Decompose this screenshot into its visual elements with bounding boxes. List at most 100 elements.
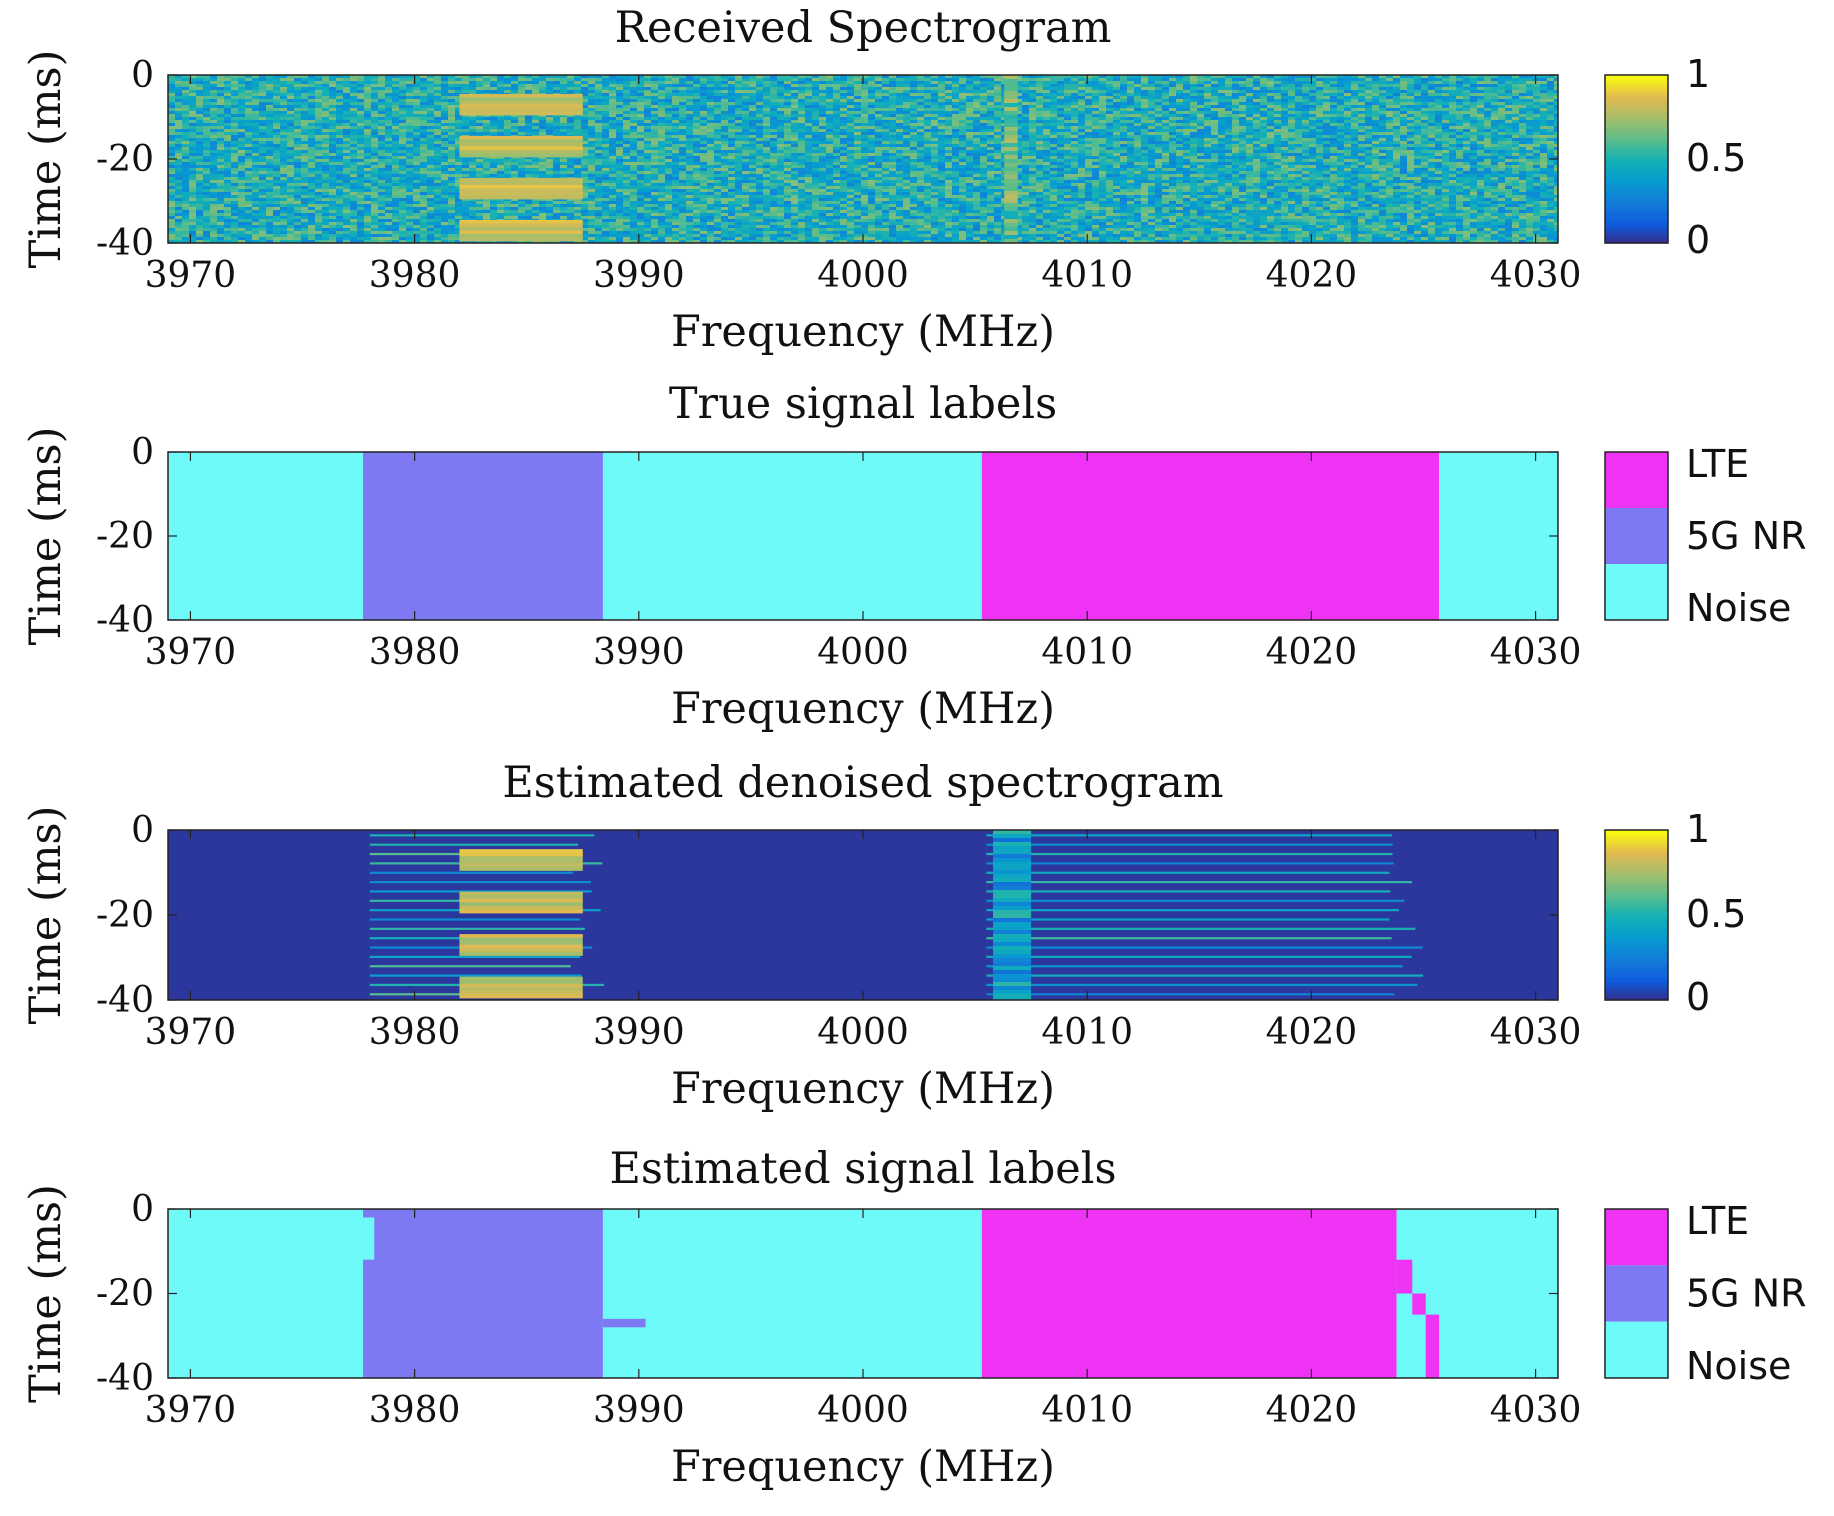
heatmap-cell <box>259 147 266 150</box>
heatmap-cell <box>714 105 721 108</box>
heatmap-cell <box>966 90 973 93</box>
heatmap-cell <box>1554 120 1558 123</box>
heatmap-cell <box>1393 108 1400 111</box>
heatmap-cell <box>868 114 875 117</box>
heatmap-cell <box>889 75 896 78</box>
heatmap-cell <box>882 108 889 111</box>
heatmap-cell <box>1435 90 1442 93</box>
heatmap-cell <box>917 126 924 129</box>
heatmap-cell <box>1435 108 1442 111</box>
heatmap-cell <box>217 102 224 105</box>
heatmap-cell <box>182 132 189 135</box>
heatmap-cell <box>448 117 455 120</box>
heatmap-cell <box>1274 141 1281 144</box>
heatmap-cell <box>301 96 308 99</box>
heatmap-cell <box>1372 132 1379 135</box>
heatmap-cell <box>357 108 364 111</box>
heatmap-cell <box>1372 108 1379 111</box>
heatmap-cell <box>392 126 399 129</box>
heatmap-cell <box>1414 132 1421 135</box>
heatmap-cell <box>441 129 448 132</box>
heatmap-cell <box>525 81 532 84</box>
heatmap-cell <box>896 102 903 105</box>
heatmap-cell <box>1470 90 1477 93</box>
heatmap-cell <box>511 117 518 120</box>
heatmap-cell <box>1421 96 1428 99</box>
heatmap-cell <box>385 135 392 138</box>
heatmap-cell <box>196 111 203 114</box>
heatmap-cell <box>1134 75 1141 78</box>
heatmap-cell <box>266 117 273 120</box>
heatmap-cell <box>637 96 644 99</box>
heatmap-cell <box>693 78 700 81</box>
heatmap-cell <box>1442 105 1449 108</box>
heatmap-cell <box>1498 126 1505 129</box>
heatmap-cell <box>1526 138 1533 141</box>
heatmap-cell <box>889 120 896 123</box>
heatmap-cell <box>182 99 189 102</box>
heatmap-cell <box>1498 81 1505 84</box>
heatmap-cell <box>1421 105 1428 108</box>
heatmap-cell <box>1057 144 1064 147</box>
heatmap-cell <box>1526 87 1533 90</box>
heatmap-cell <box>1519 96 1526 99</box>
heatmap-cell <box>1267 93 1274 96</box>
heatmap-cell <box>756 144 763 147</box>
heatmap-cell <box>812 96 819 99</box>
heatmap-cell <box>259 84 266 87</box>
heatmap-cell <box>448 81 455 84</box>
heatmap-cell <box>1323 141 1330 144</box>
heatmap-cell <box>203 129 210 132</box>
heatmap-cell <box>1547 114 1554 117</box>
heatmap-cell <box>742 81 749 84</box>
heatmap-cell <box>210 126 217 129</box>
heatmap-cell <box>336 132 343 135</box>
heatmap-cell <box>630 126 637 129</box>
heatmap-cell <box>1400 81 1407 84</box>
heatmap-cell <box>329 147 336 150</box>
heatmap-cell <box>1491 144 1498 147</box>
heatmap-cell <box>840 138 847 141</box>
heatmap-cell <box>259 135 266 138</box>
heatmap-cell <box>1141 117 1148 120</box>
heatmap-cell <box>973 135 980 138</box>
heatmap-cell <box>1386 102 1393 105</box>
heatmap-cell <box>1533 102 1540 105</box>
heatmap-cell <box>1288 138 1295 141</box>
heatmap-cell <box>987 111 994 114</box>
heatmap-cell <box>1463 108 1470 111</box>
heatmap-cell <box>1393 147 1400 150</box>
heatmap-cell <box>301 129 308 132</box>
heatmap-cell <box>1449 108 1456 111</box>
heatmap-cell <box>1211 123 1218 126</box>
heatmap-cell <box>1106 90 1113 93</box>
heatmap-cell <box>231 132 238 135</box>
heatmap-cell <box>805 96 812 99</box>
heatmap-cell <box>1085 126 1092 129</box>
heatmap-cell <box>1344 126 1351 129</box>
heatmap-cell <box>1043 144 1050 147</box>
heatmap-cell <box>420 141 427 144</box>
heatmap-cell <box>609 81 616 84</box>
heatmap-cell <box>1204 111 1211 114</box>
heatmap-cell <box>1547 108 1554 111</box>
heatmap-cell <box>910 120 917 123</box>
heatmap-cell <box>1400 99 1407 102</box>
heatmap-cell <box>924 75 931 78</box>
heatmap-cell <box>707 93 714 96</box>
heatmap-cell <box>1386 135 1393 138</box>
heatmap-cell <box>553 126 560 129</box>
heatmap-cell <box>1057 111 1064 114</box>
heatmap-cell <box>1057 90 1064 93</box>
heatmap-cell <box>245 96 252 99</box>
heatmap-cell <box>854 84 861 87</box>
heatmap-cell <box>1435 105 1442 108</box>
heatmap-cell <box>224 144 231 147</box>
heatmap-cell <box>420 138 427 141</box>
heatmap-cell <box>630 147 637 150</box>
heatmap-cell <box>1533 105 1540 108</box>
heatmap-cell <box>889 132 896 135</box>
heatmap-cell <box>259 78 266 81</box>
heatmap-cell <box>252 84 259 87</box>
heatmap-cell <box>665 108 672 111</box>
